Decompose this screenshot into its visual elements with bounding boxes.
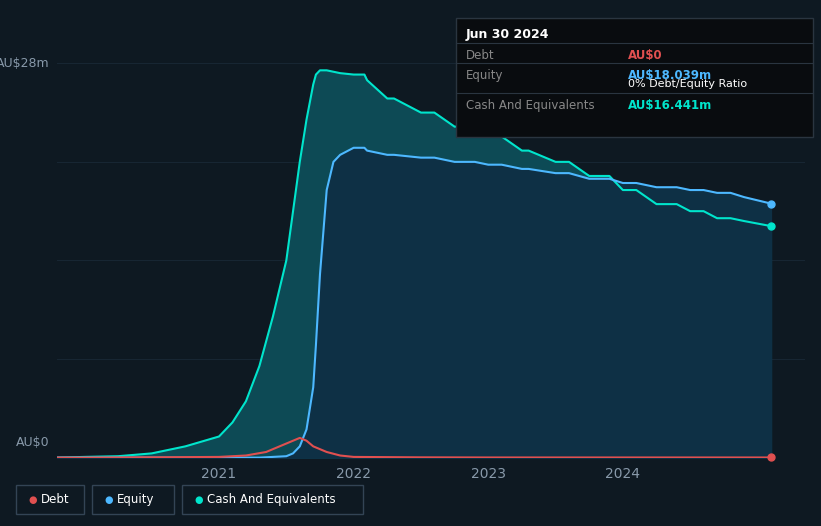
Text: Jun 30 2024: Jun 30 2024 <box>466 28 549 41</box>
Text: ●: ● <box>104 495 112 505</box>
Text: Debt: Debt <box>466 49 494 62</box>
Text: ●: ● <box>29 495 37 505</box>
Text: AU$16.441m: AU$16.441m <box>628 99 713 112</box>
Text: Equity: Equity <box>117 493 154 507</box>
Text: AU$18.039m: AU$18.039m <box>628 69 712 82</box>
Text: Cash And Equivalents: Cash And Equivalents <box>207 493 336 507</box>
Text: AU$0: AU$0 <box>16 436 50 449</box>
Text: Equity: Equity <box>466 69 503 82</box>
Text: ●: ● <box>195 495 203 505</box>
Text: 0% Debt/Equity Ratio: 0% Debt/Equity Ratio <box>628 79 747 89</box>
Text: Debt: Debt <box>41 493 70 507</box>
Text: Cash And Equivalents: Cash And Equivalents <box>466 99 594 112</box>
Text: AU$0: AU$0 <box>628 49 663 62</box>
Text: AU$28m: AU$28m <box>0 57 50 70</box>
